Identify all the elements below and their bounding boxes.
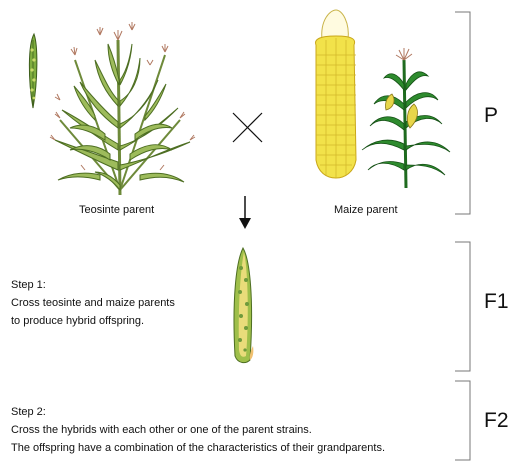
- generation-f1-label: F1: [484, 290, 509, 314]
- generation-brackets: [455, 12, 470, 460]
- step2-line2: The offspring have a combination of the …: [11, 441, 385, 455]
- teosinte-ear-icon: [29, 34, 37, 108]
- step2-title: Step 2:: [11, 405, 46, 419]
- generation-f2-label: F2: [484, 409, 509, 433]
- maize-parent-label: Maize parent: [334, 203, 398, 217]
- step1-line1: Cross teosinte and maize parents: [11, 296, 175, 310]
- step1-title: Step 1:: [11, 278, 46, 292]
- step1-line2: to produce hybrid offspring.: [11, 314, 144, 328]
- generation-p-label: P: [484, 104, 498, 128]
- hybrid-ear-icon: [234, 248, 253, 363]
- maize-plant-icon: [362, 48, 450, 188]
- cross-symbol-icon: [233, 113, 262, 142]
- bracket-f1: [455, 242, 470, 371]
- teosinte-parent-label: Teosinte parent: [79, 203, 154, 217]
- teosinte-plant-icon: [55, 40, 190, 195]
- bracket-f2: [455, 381, 470, 460]
- step2-line1: Cross the hybrids with each other or one…: [11, 423, 312, 437]
- bracket-p: [455, 12, 470, 214]
- maize-ear-icon: [316, 10, 356, 178]
- down-arrow-icon: [239, 196, 251, 229]
